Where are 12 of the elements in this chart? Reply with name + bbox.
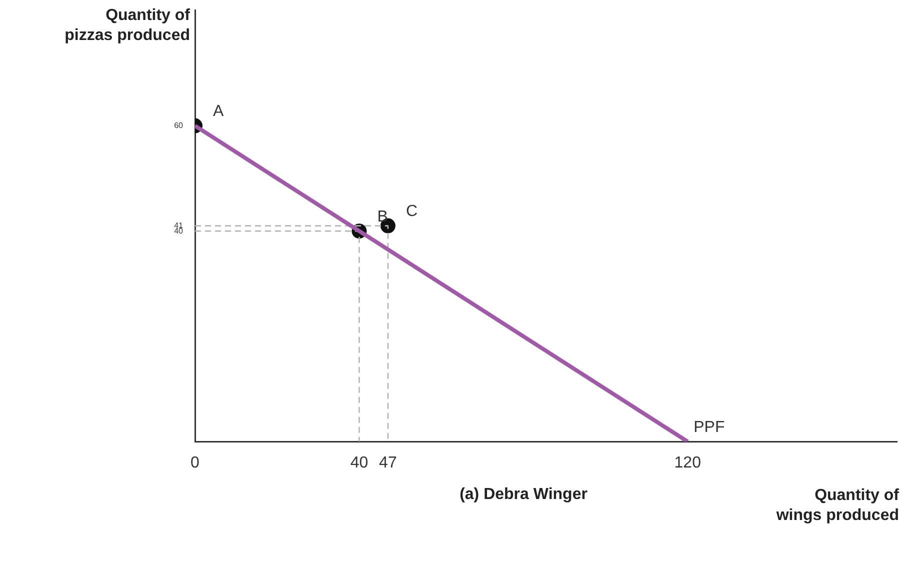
x-tick-label: 120 <box>674 454 702 472</box>
x-tick-label: 40 <box>350 454 368 472</box>
x-axis-title: Quantity of wings produced <box>775 486 899 526</box>
annotation: A <box>213 103 224 120</box>
x-tick-label: 0 <box>190 454 200 472</box>
x-tick-label: 47 <box>379 454 397 472</box>
annotation: B <box>377 208 388 226</box>
y-axis-title: Quantity of pizzas produced <box>64 6 190 46</box>
series-label: PPF <box>694 419 725 436</box>
y-tick-label: 60 <box>174 121 184 130</box>
text: (a) Debra Winger <box>460 486 588 503</box>
annotation: C <box>406 203 418 220</box>
